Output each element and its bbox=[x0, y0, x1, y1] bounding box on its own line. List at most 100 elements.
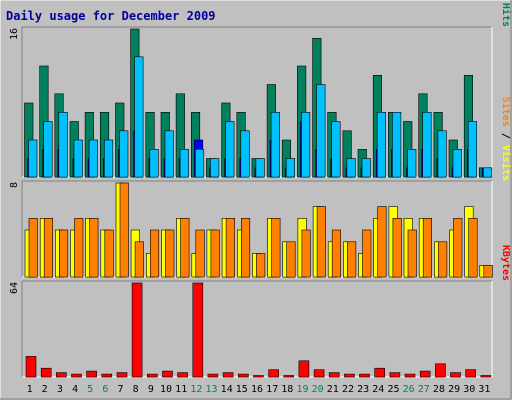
sites-bar-day-13 bbox=[210, 229, 220, 278]
visits-sites-panel: 8 Sites / Visits bbox=[9, 97, 512, 278]
kbytes-bar-day-15 bbox=[238, 373, 249, 378]
kbytes-bar-day-30 bbox=[465, 369, 477, 378]
kbytes-panel-ymax-label: 64 bbox=[9, 282, 20, 294]
kbytes-bar-day-24 bbox=[374, 367, 386, 378]
pages-bar-day-1 bbox=[28, 139, 38, 178]
hits-panel-legend-hits: Hits bbox=[500, 3, 512, 27]
pages-bar-day-15 bbox=[240, 130, 250, 178]
kbytes-bar-day-23 bbox=[359, 373, 370, 378]
sites-bar-day-5 bbox=[89, 218, 99, 278]
sites-bar-day-31 bbox=[483, 264, 493, 278]
chart-panels: 16 Pages / Files / Hits 8 Sites / Visits 64 K… bbox=[9, 0, 512, 378]
sites-bar-day-18 bbox=[286, 241, 296, 278]
sites-bar-day-6 bbox=[104, 229, 114, 278]
sites-bar-day-21 bbox=[331, 229, 342, 278]
kbytes-bar-day-9 bbox=[147, 373, 158, 378]
visits-panel-legend-visits: Visits bbox=[500, 145, 512, 181]
pages-bar-day-12 bbox=[195, 149, 205, 178]
kbytes-bar-day-16 bbox=[253, 375, 264, 378]
pages-bar-day-9 bbox=[149, 149, 159, 178]
pages-bar-day-8 bbox=[134, 56, 144, 178]
sites-bar-day-1 bbox=[28, 218, 38, 278]
day-label-20: 20 bbox=[312, 384, 324, 395]
sites-bar-day-27 bbox=[422, 218, 433, 278]
day-label-14: 14 bbox=[221, 384, 233, 395]
kbytes-bar-day-27 bbox=[419, 370, 431, 378]
day-label-27: 27 bbox=[418, 384, 430, 395]
sites-bar-day-26 bbox=[407, 229, 417, 278]
kbytes-bar-day-17 bbox=[268, 369, 279, 378]
kbytes-bar-day-28 bbox=[435, 363, 446, 378]
day-label-9: 9 bbox=[148, 384, 154, 395]
chart-title: Daily usage for December 2009 bbox=[6, 9, 216, 23]
kbytes-bar-day-6 bbox=[101, 373, 113, 378]
kbytes-bar-day-5 bbox=[86, 370, 97, 378]
hits-panel-ymax-label: 16 bbox=[9, 28, 20, 40]
pages-bar-day-13 bbox=[210, 158, 220, 178]
sites-bar-day-19 bbox=[301, 229, 311, 278]
pages-bar-day-22 bbox=[346, 158, 356, 178]
kbytes-bar-day-4 bbox=[71, 373, 82, 378]
pages-bar-day-14 bbox=[225, 121, 235, 178]
day-label-30: 30 bbox=[463, 384, 475, 395]
kbytes-bar-day-10 bbox=[162, 370, 173, 378]
sites-bar-day-25 bbox=[392, 218, 402, 278]
kbytes-bar-day-22 bbox=[344, 373, 355, 378]
kbytes-bar-day-31 bbox=[480, 375, 492, 378]
pages-bar-day-26 bbox=[407, 149, 417, 178]
sites-bar-day-16 bbox=[256, 253, 266, 278]
pages-bar-day-19 bbox=[301, 112, 311, 178]
day-label-16: 16 bbox=[251, 384, 263, 395]
kbytes-bar-day-1 bbox=[25, 356, 37, 378]
day-label-26: 26 bbox=[403, 384, 415, 395]
kbytes-panel: 64 KBytes bbox=[9, 245, 511, 378]
pages-bar-day-20 bbox=[316, 84, 326, 178]
day-label-24: 24 bbox=[372, 384, 384, 395]
sites-bar-day-24 bbox=[377, 206, 387, 278]
pages-bar-day-27 bbox=[422, 112, 432, 178]
visits-panel-legend: Sites / Visits bbox=[500, 97, 512, 181]
day-label-3: 3 bbox=[57, 384, 63, 395]
visits-panel-ymax-label: 8 bbox=[9, 182, 20, 188]
pages-bar-day-16 bbox=[255, 158, 265, 178]
kbytes-bar-day-25 bbox=[389, 372, 401, 378]
pages-bar-day-7 bbox=[119, 130, 129, 178]
day-label-15: 15 bbox=[236, 384, 248, 395]
sites-bar-day-23 bbox=[362, 229, 372, 278]
day-label-25: 25 bbox=[387, 384, 399, 395]
kbytes-bar-day-21 bbox=[328, 372, 340, 378]
day-label-6: 6 bbox=[102, 384, 108, 395]
day-labels: 1 2 3 4 5 6 7 8 9 10 11 12 13 14 15 16 17 18 19 20 21 22 23 24 2… bbox=[27, 384, 491, 395]
sites-bar-day-14 bbox=[225, 218, 235, 278]
day-label-29: 29 bbox=[448, 384, 460, 395]
pages-bar-day-10 bbox=[164, 130, 174, 178]
kbytes-bar-day-13 bbox=[207, 373, 219, 378]
pages-bar-day-6 bbox=[104, 139, 114, 178]
day-label-31: 31 bbox=[478, 384, 490, 395]
kbytes-bar-day-18 bbox=[283, 375, 295, 378]
kbytes-bar-day-11 bbox=[177, 372, 188, 378]
day-label-4: 4 bbox=[72, 384, 78, 395]
kbytes-bar-day-26 bbox=[404, 373, 416, 378]
sites-bar-day-20 bbox=[316, 206, 326, 278]
pages-bar-day-23 bbox=[361, 158, 371, 178]
kbytes-bar-day-3 bbox=[55, 372, 67, 378]
day-label-12: 12 bbox=[190, 384, 202, 395]
pages-bar-day-29 bbox=[452, 149, 462, 178]
day-label-22: 22 bbox=[342, 384, 354, 395]
kbytes-bar-day-14 bbox=[222, 372, 234, 378]
sites-bar-day-29 bbox=[453, 218, 463, 278]
day-label-1: 1 bbox=[27, 384, 33, 395]
day-label-13: 13 bbox=[205, 384, 217, 395]
kbytes-bar-day-8 bbox=[131, 282, 143, 378]
day-label-28: 28 bbox=[433, 384, 445, 395]
sites-bar-day-10 bbox=[165, 229, 175, 278]
kbytes-bar-day-20 bbox=[313, 369, 325, 378]
day-label-8: 8 bbox=[133, 384, 139, 395]
day-label-19: 19 bbox=[296, 384, 308, 395]
day-label-2: 2 bbox=[42, 384, 48, 395]
kbytes-bar-day-7 bbox=[116, 372, 128, 378]
day-label-21: 21 bbox=[327, 384, 339, 395]
pages-bar-day-28 bbox=[437, 130, 447, 178]
